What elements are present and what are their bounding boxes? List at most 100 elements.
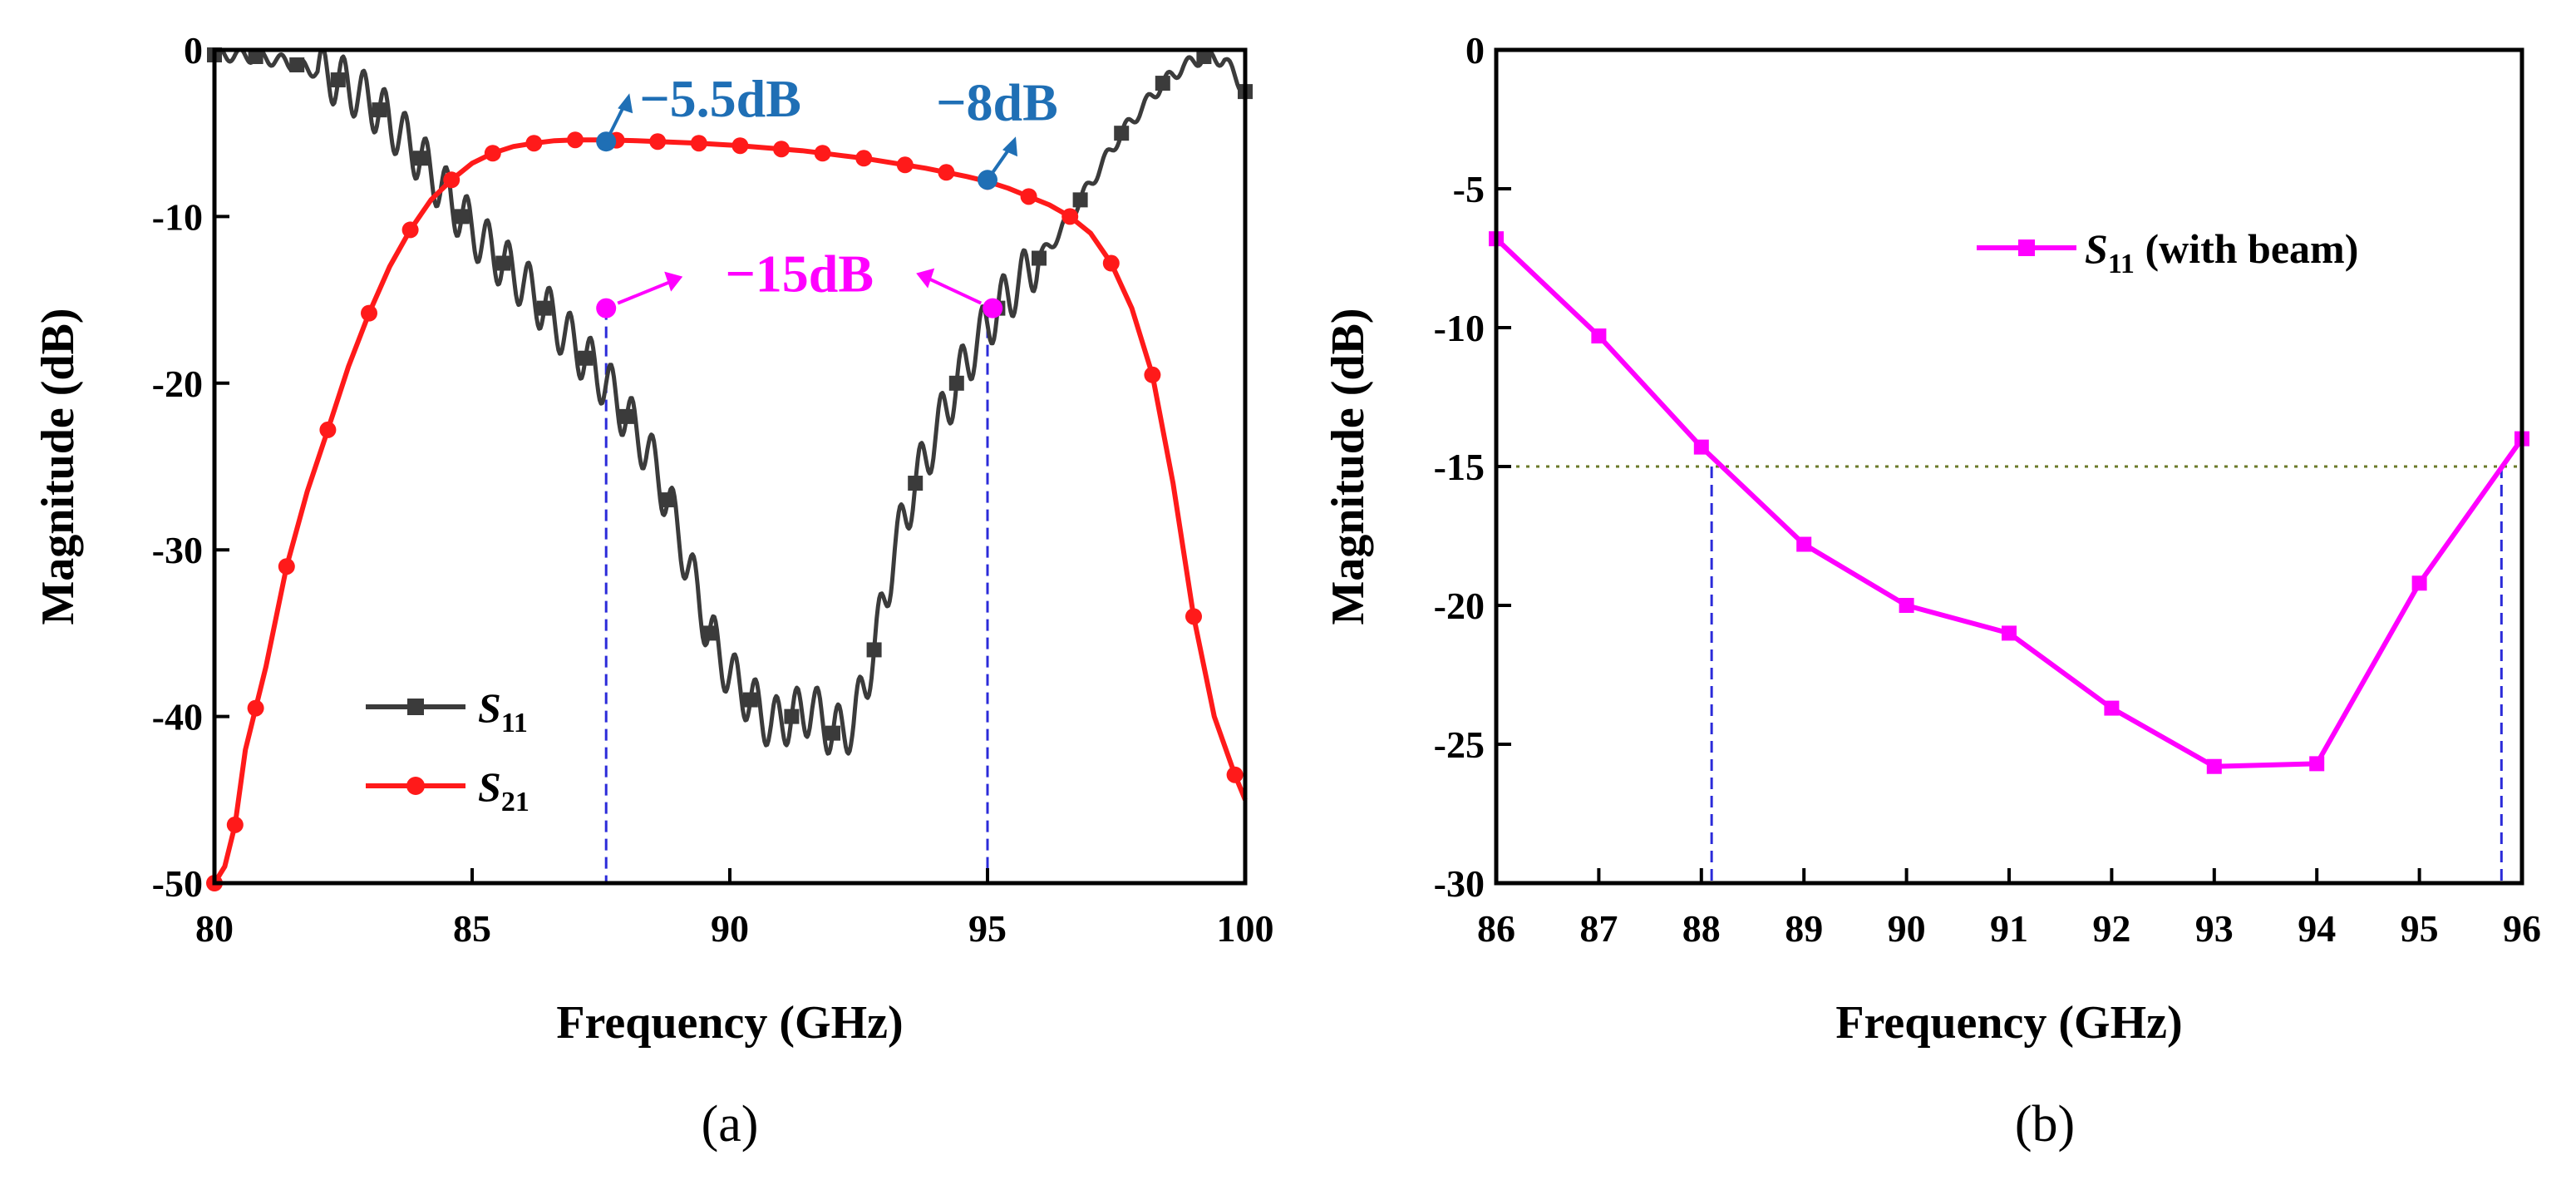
panel-b-markers — [1489, 231, 2529, 774]
x-tick-label: 100 — [1217, 907, 1274, 950]
data-point — [278, 558, 295, 575]
data-point — [1185, 608, 1202, 625]
data-point — [2002, 625, 2017, 641]
data-point — [1196, 49, 1212, 65]
annotation-arrow-minus8 — [986, 146, 1012, 181]
legend-s11-beam-marker — [2018, 239, 2035, 256]
data-point — [525, 135, 543, 152]
panel-a-caption: (a) — [702, 1096, 759, 1153]
legend-s21-main: S — [478, 763, 501, 810]
data-point — [2206, 758, 2222, 774]
annotation-arrow-left — [617, 279, 672, 305]
y-tick-label: -20 — [1434, 585, 1485, 627]
y-tick-label: -20 — [152, 363, 203, 405]
data-point — [2411, 575, 2427, 591]
data-point — [1796, 536, 1812, 552]
data-point — [484, 145, 501, 162]
data-point — [908, 476, 924, 491]
data-point — [372, 102, 387, 118]
legend-s11-sub: 11 — [501, 708, 528, 738]
annotation-minus5p5db: −5.5dB — [639, 69, 801, 128]
data-point — [896, 156, 914, 174]
data-point — [454, 209, 470, 225]
data-point — [2309, 756, 2325, 772]
data-point — [578, 350, 594, 366]
panel-b-caption: (b) — [2015, 1096, 2075, 1153]
x-tick-label: 90 — [711, 907, 749, 950]
data-point — [1032, 250, 1047, 266]
data-point — [1899, 598, 1914, 613]
legend-s11-beam-sub: 11 — [2108, 249, 2135, 279]
data-point — [536, 300, 552, 316]
series-line-s11 — [212, 47, 1247, 756]
x-tick-label: 92 — [2092, 907, 2130, 950]
data-point — [1226, 766, 1244, 783]
panel-a-legend: S11 S21 — [366, 684, 529, 817]
y-tick-label: -15 — [1434, 446, 1485, 488]
panel-a: −5.5dB −8dB −15dB 80 85 90 95 100 0 -10 -20 -30 -40… — [32, 29, 1274, 1153]
annotation-arrow-right — [927, 276, 983, 305]
panel-b-series — [1494, 236, 2524, 769]
annotation-arrowhead — [618, 93, 633, 114]
y-tick-label: -25 — [1434, 723, 1485, 766]
data-point — [319, 421, 337, 438]
data-point — [1144, 366, 1161, 383]
panel-b-reference-lines — [1496, 465, 2522, 883]
panel-a-annotations: −5.5dB −8dB −15dB — [596, 69, 1058, 318]
data-point — [1155, 76, 1170, 91]
data-point — [814, 145, 831, 162]
data-point — [1114, 126, 1130, 141]
data-point — [413, 151, 428, 166]
x-tick-label: 80 — [195, 907, 234, 950]
data-point — [825, 725, 840, 741]
data-point — [1061, 208, 1079, 225]
y-tick-label: -30 — [1434, 862, 1485, 905]
legend-s21-marker — [406, 777, 425, 795]
data-point — [1591, 328, 1607, 344]
panel-b: 86 87 88 89 90 91 92 93 94 95 96 0 -5 -10 -15 -20 -25 -30… — [1322, 29, 2541, 1153]
x-tick-label: 85 — [453, 907, 491, 950]
y-tick-label: 0 — [184, 29, 203, 72]
data-point — [702, 625, 717, 641]
data-point — [289, 57, 305, 73]
y-tick-label: 0 — [1465, 29, 1485, 72]
data-point — [495, 255, 511, 271]
y-tick-label: -50 — [152, 862, 203, 905]
x-tick-label: 91 — [1990, 907, 2028, 950]
data-point — [784, 708, 800, 724]
data-point — [401, 221, 419, 239]
panel-b-plot-frame — [1494, 47, 2524, 886]
data-point — [773, 141, 790, 158]
x-tick-label: 88 — [1682, 907, 1721, 950]
legend-s11-label: S11 — [478, 684, 528, 738]
data-point — [1693, 439, 1709, 455]
panel-b-ylabel: Magnitude (dB) — [1322, 308, 1374, 625]
legend-s11-beam-main: S — [2085, 225, 2108, 272]
data-point — [1102, 254, 1120, 272]
legend-s11-marker — [407, 699, 424, 715]
panel-b-legend: S11 (with beam) — [1977, 225, 2358, 279]
legend-s11-beam-label: S11 (with beam) — [2085, 225, 2358, 279]
y-tick-label: -5 — [1453, 168, 1485, 210]
data-point — [948, 375, 964, 391]
data-point — [2104, 700, 2120, 716]
panel-a-ticks: 80 85 90 95 100 0 -10 -20 -30 -40 -50 — [152, 29, 1274, 950]
data-point — [443, 171, 461, 189]
x-tick-label: 95 — [968, 907, 1007, 950]
data-point — [248, 49, 264, 65]
data-point — [731, 137, 749, 155]
data-point — [1072, 192, 1088, 208]
data-point — [649, 133, 667, 151]
data-point — [361, 304, 377, 322]
annotation-arrowhead — [1002, 136, 1017, 157]
data-point — [866, 642, 882, 658]
panel-a-markers — [206, 47, 1253, 891]
data-point — [742, 692, 758, 708]
data-point — [226, 816, 244, 833]
annotation-arrowhead — [916, 268, 935, 289]
data-point — [247, 699, 264, 717]
panel-a-plot-frame — [212, 47, 1248, 886]
legend-s11-beam-rest: (with beam) — [2135, 225, 2358, 272]
y-tick-label: -30 — [152, 529, 203, 571]
